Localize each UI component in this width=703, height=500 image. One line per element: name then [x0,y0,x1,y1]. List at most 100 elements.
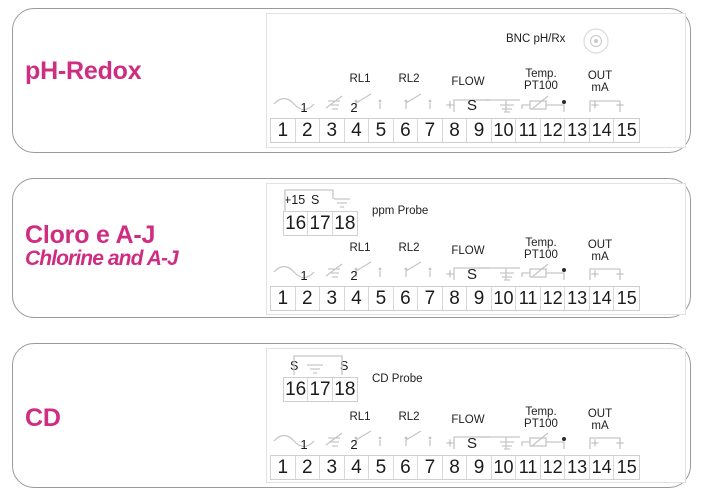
terminal-strip-aux-cd[interactable]: 16 17 18 [283,377,358,402]
relay-contact-1-icon [355,430,381,446]
device-name-line1: pH-Redox [25,57,142,85]
terminal-5[interactable]: 5 [369,119,394,142]
terminal-2[interactable]: 2 [296,119,321,142]
marker-relay-1-cloro: 1 [300,268,308,283]
terminal-10[interactable]: 10 [492,456,517,479]
caption-temp-line1-cloro: Temp. [525,237,557,249]
marker-flow-plus: + [445,97,455,114]
terminal-strip-main-ph-redox[interactable]: 1 2 3 4 5 6 7 8 9 10 11 12 13 14 15 [270,118,640,143]
out-bracket-icon [589,268,621,280]
marker-out-plus-cloro: + [590,266,600,283]
marker-18-s-cd: S [340,359,349,373]
terminal-14[interactable]: 14 [590,287,615,310]
symbol-band-ph-redox [270,88,640,118]
terminal-12[interactable]: 12 [541,119,566,142]
pt100-sensor-icon [521,95,565,112]
caption-temp-line2-cd: PT100 [524,418,558,431]
terminal-2[interactable]: 2 [296,456,321,479]
marker-flow-s-cloro: S [466,266,477,283]
terminal-9[interactable]: 9 [467,456,492,479]
caption-temp-cloro: Temp. PT100 [513,237,569,261]
terminal-strip-aux-cloro[interactable]: 16 17 18 [283,211,358,236]
terminal-4[interactable]: 4 [345,119,370,142]
terminal-6[interactable]: 6 [394,287,419,310]
terminal-15[interactable]: 15 [616,120,637,140]
earth-ground-icon [325,95,343,110]
terminal-6[interactable]: 6 [394,119,419,142]
terminal-17[interactable]: 17 [308,212,333,235]
terminal-1[interactable]: 1 [271,456,296,479]
marker-16-plus15: +15 [284,193,306,207]
pt100-dot [562,268,566,272]
terminal-13[interactable]: 13 [565,456,590,479]
terminal-5[interactable]: 5 [369,287,394,310]
terminal-13[interactable]: 13 [565,287,590,310]
caption-temp-line1: Temp. [525,68,557,80]
out-bracket-icon [589,437,621,449]
terminal-7[interactable]: 7 [418,456,443,479]
caption-out-cloro: OUT mA [578,239,622,263]
probe-label-ppm: ppm Probe [372,205,429,217]
terminal-2[interactable]: 2 [296,287,321,310]
terminal-3[interactable]: 3 [320,119,345,142]
device-name-cloro-a-j: Cloro e A-J Chlorine and A-J [25,221,179,271]
marker-out-minus: − [615,97,625,114]
earth-ground-icon [325,263,343,278]
terminal-18[interactable]: 18 [334,212,356,234]
terminal-16[interactable]: 16 [284,212,309,235]
aux-bracket-cloro [283,188,359,217]
terminal-9[interactable]: 9 [467,287,492,310]
terminal-11[interactable]: 11 [516,287,541,310]
terminal-6[interactable]: 6 [394,456,419,479]
terminal-1[interactable]: 1 [271,119,296,142]
terminal-10[interactable]: 10 [492,287,517,310]
terminal-15[interactable]: 15 [616,457,637,477]
caption-flow-cd: FLOW [451,414,485,426]
terminal-7[interactable]: 7 [418,119,443,142]
aux-ground-icon-cloro [330,192,358,217]
out-bracket-icon [589,100,621,112]
terminal-11[interactable]: 11 [516,119,541,142]
bnc-connector-icon [583,28,609,54]
flow-ground-icon [500,104,514,113]
terminal-16[interactable]: 16 [284,378,309,401]
marker-relay-1: 1 [300,100,308,115]
terminal-4[interactable]: 4 [345,456,370,479]
caption-rl1-cd: RL1 [349,411,371,423]
terminal-8[interactable]: 8 [443,119,468,142]
terminal-17[interactable]: 17 [308,378,333,401]
terminal-5[interactable]: 5 [369,456,394,479]
caption-out-line2-cd: mA [591,420,609,433]
terminal-14[interactable]: 14 [590,119,615,142]
terminal-3[interactable]: 3 [320,287,345,310]
terminal-10[interactable]: 10 [492,119,517,142]
terminal-strip-main-cloro[interactable]: 1 2 3 4 5 6 7 8 9 10 11 12 13 14 15 [270,286,640,311]
symbol-band-cloro [270,256,640,286]
marker-flow-s-cd: S [466,435,477,452]
terminal-15[interactable]: 15 [616,288,637,308]
terminal-strip-main-cd[interactable]: 1 2 3 4 5 6 7 8 9 10 11 12 13 14 15 [270,455,640,480]
terminal-3[interactable]: 3 [320,456,345,479]
terminal-4[interactable]: 4 [345,287,370,310]
marker-flow-plus-cloro: + [445,266,455,283]
caption-rl2-cd: RL2 [398,411,420,423]
terminal-12[interactable]: 12 [541,287,566,310]
relay-contact-2-icon [405,261,431,277]
terminal-8[interactable]: 8 [443,456,468,479]
earth-ground-icon [325,432,343,447]
terminal-1[interactable]: 1 [271,287,296,310]
terminal-7[interactable]: 7 [418,287,443,310]
terminal-18[interactable]: 18 [334,378,356,400]
terminal-12[interactable]: 12 [541,456,566,479]
terminal-8[interactable]: 8 [443,287,468,310]
terminal-14[interactable]: 14 [590,456,615,479]
device-name-line2-en: Chlorine and A-J [25,247,179,271]
device-name-cd: CD [25,405,61,432]
device-name-line1-it: Cloro e A-J [25,221,156,249]
terminal-9[interactable]: 9 [467,119,492,142]
terminal-11[interactable]: 11 [516,456,541,479]
marker-out-plus-cd: + [590,435,600,452]
terminal-13[interactable]: 13 [565,119,590,142]
caption-rl1-cloro: RL1 [349,242,371,254]
